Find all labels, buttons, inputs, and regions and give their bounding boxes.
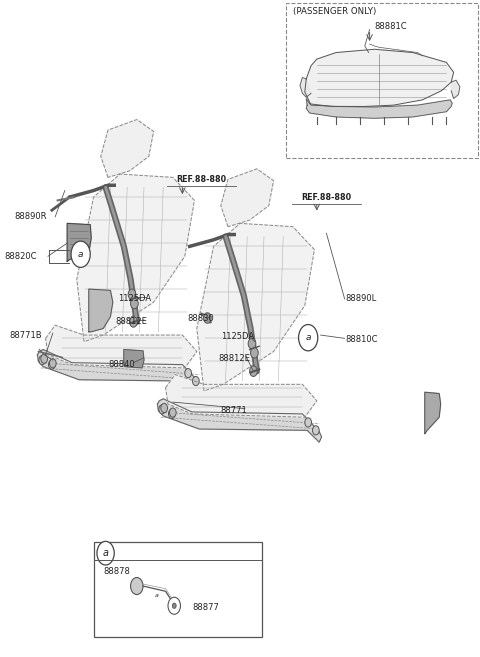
Text: 88830: 88830 [187, 314, 214, 323]
Circle shape [168, 597, 180, 614]
Polygon shape [305, 49, 454, 106]
Polygon shape [300, 78, 311, 97]
Circle shape [250, 366, 257, 376]
Circle shape [71, 241, 90, 267]
Circle shape [161, 403, 168, 413]
Circle shape [172, 603, 176, 608]
Circle shape [97, 541, 114, 565]
Text: a: a [155, 593, 159, 599]
Text: REF.88-880: REF.88-880 [301, 193, 351, 202]
Circle shape [248, 338, 256, 349]
Text: 88812E: 88812E [218, 353, 250, 363]
Polygon shape [46, 325, 197, 368]
Circle shape [39, 355, 46, 365]
Polygon shape [124, 350, 144, 368]
Polygon shape [67, 223, 91, 261]
Text: 88810C: 88810C [346, 335, 378, 344]
Text: 1125DA: 1125DA [221, 332, 254, 341]
Text: 88890R: 88890R [14, 212, 47, 221]
Polygon shape [451, 80, 460, 99]
Polygon shape [221, 169, 274, 227]
Circle shape [192, 376, 199, 386]
Circle shape [251, 348, 258, 358]
Polygon shape [37, 350, 202, 393]
Text: a: a [78, 250, 84, 259]
Text: a: a [103, 548, 108, 558]
Text: 88890L: 88890L [346, 294, 377, 304]
Text: 88820C: 88820C [5, 252, 37, 261]
Polygon shape [157, 399, 322, 442]
Polygon shape [77, 174, 194, 342]
Circle shape [41, 354, 48, 363]
Bar [94, 542, 262, 637]
Text: 88812E: 88812E [115, 317, 147, 327]
Text: 88881C: 88881C [374, 22, 407, 31]
Circle shape [130, 317, 137, 327]
Circle shape [48, 360, 55, 369]
Circle shape [128, 289, 136, 300]
Polygon shape [306, 99, 452, 118]
Circle shape [131, 578, 143, 595]
Text: 88878: 88878 [103, 567, 130, 576]
Polygon shape [166, 374, 317, 417]
Circle shape [185, 369, 192, 378]
Bar [286, 3, 478, 158]
Polygon shape [197, 223, 314, 391]
Circle shape [49, 359, 56, 368]
Text: a: a [305, 333, 311, 342]
Text: 88877: 88877 [192, 602, 219, 612]
Polygon shape [101, 120, 154, 177]
Circle shape [312, 426, 319, 435]
Text: REF.88-880: REF.88-880 [177, 175, 227, 184]
Text: 1125DA: 1125DA [118, 294, 151, 304]
Circle shape [305, 418, 312, 427]
Text: 88771: 88771 [221, 406, 248, 415]
Circle shape [131, 298, 138, 309]
Text: (PASSENGER ONLY): (PASSENGER ONLY) [293, 7, 376, 16]
Circle shape [159, 405, 166, 414]
Polygon shape [425, 392, 441, 434]
Polygon shape [89, 289, 113, 332]
Text: 88840: 88840 [108, 360, 134, 369]
Circle shape [299, 325, 318, 351]
Circle shape [204, 313, 211, 323]
Circle shape [168, 409, 175, 419]
Text: 88771B: 88771B [10, 330, 42, 340]
Circle shape [169, 408, 176, 417]
